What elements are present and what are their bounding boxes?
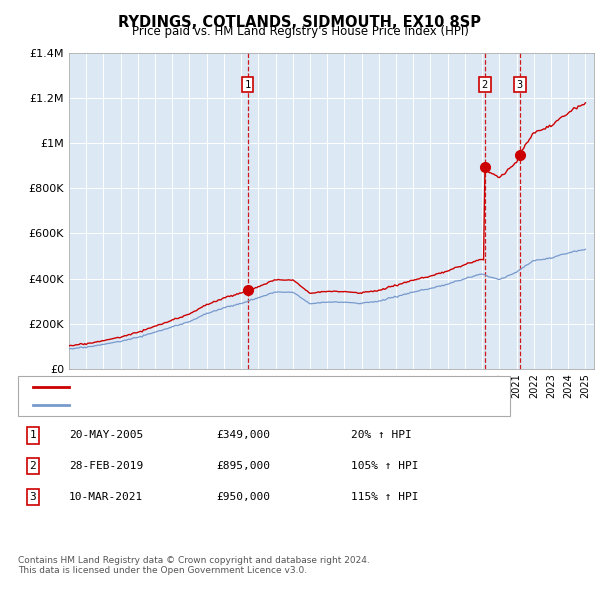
Text: 3: 3 <box>517 80 523 90</box>
Text: 105% ↑ HPI: 105% ↑ HPI <box>351 461 419 471</box>
Text: 28-FEB-2019: 28-FEB-2019 <box>69 461 143 471</box>
Text: RYDINGS, COTLANDS, SIDMOUTH, EX10 8SP: RYDINGS, COTLANDS, SIDMOUTH, EX10 8SP <box>119 15 482 30</box>
Text: £895,000: £895,000 <box>216 461 270 471</box>
Text: Contains HM Land Registry data © Crown copyright and database right 2024.
This d: Contains HM Land Registry data © Crown c… <box>18 556 370 575</box>
Text: RYDINGS, COTLANDS, SIDMOUTH, EX10 8SP (detached house): RYDINGS, COTLANDS, SIDMOUTH, EX10 8SP (d… <box>75 382 413 392</box>
Text: £950,000: £950,000 <box>216 492 270 502</box>
Text: 20% ↑ HPI: 20% ↑ HPI <box>351 431 412 440</box>
Text: Price paid vs. HM Land Registry's House Price Index (HPI): Price paid vs. HM Land Registry's House … <box>131 25 469 38</box>
Text: 115% ↑ HPI: 115% ↑ HPI <box>351 492 419 502</box>
Text: 10-MAR-2021: 10-MAR-2021 <box>69 492 143 502</box>
Text: 2: 2 <box>482 80 488 90</box>
Text: 20-MAY-2005: 20-MAY-2005 <box>69 431 143 440</box>
Text: 1: 1 <box>245 80 251 90</box>
Text: 1: 1 <box>29 431 37 440</box>
Text: HPI: Average price, detached house, East Devon: HPI: Average price, detached house, East… <box>75 399 362 409</box>
Text: 2: 2 <box>29 461 37 471</box>
Text: £349,000: £349,000 <box>216 431 270 440</box>
Text: 3: 3 <box>29 492 37 502</box>
